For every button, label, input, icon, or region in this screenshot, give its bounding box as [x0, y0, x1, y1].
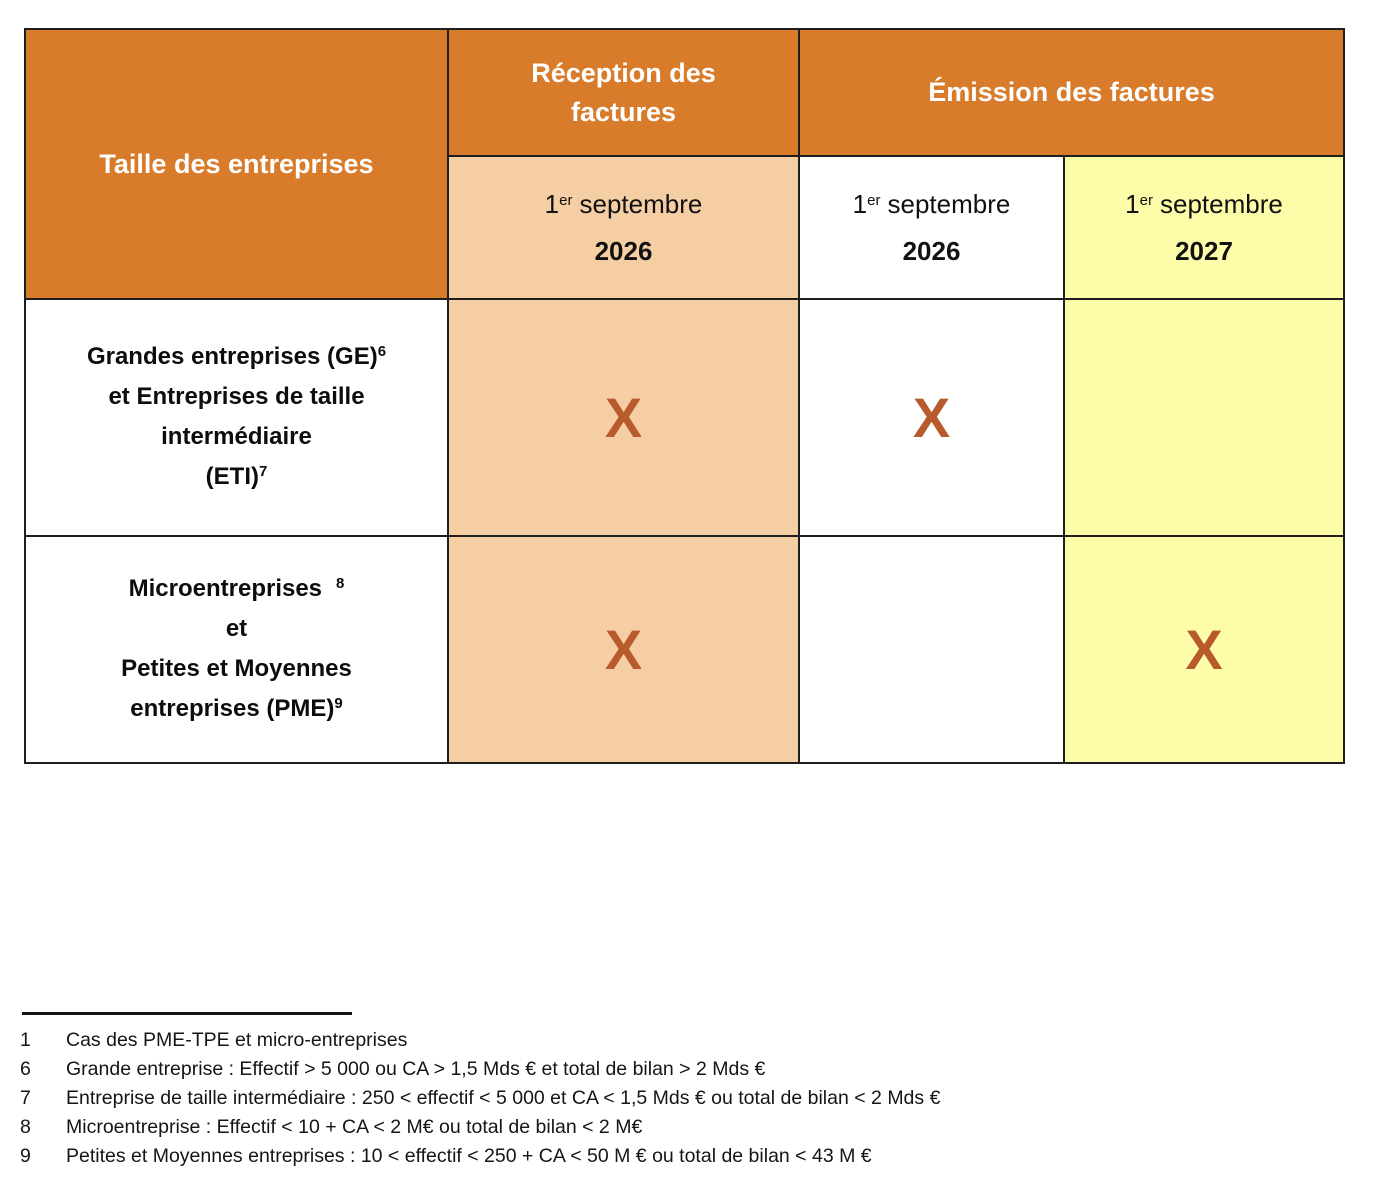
- footnote-number: 8: [20, 1116, 31, 1138]
- label-line: Petites et Moyennes: [121, 654, 352, 682]
- corner-header-cell: Taille des entreprises: [26, 30, 449, 300]
- footnote-text: Petites et Moyennes entreprises : 10 < e…: [66, 1145, 872, 1167]
- label-line: et: [225, 614, 248, 642]
- mark-ge-reception-2026: X: [449, 300, 800, 537]
- subheader-emission-2027-cell: 1er septembre 2027: [1065, 157, 1343, 300]
- date-block: 1er septembre 2026: [545, 183, 703, 272]
- footnote-text: Microentreprise : Effectif < 10 + CA < 2…: [66, 1116, 643, 1138]
- date-line: 1er septembre: [1125, 183, 1283, 230]
- date-month: septembre: [887, 189, 1011, 219]
- footnote-line: 9 Petites et Moyennes entreprises : 10 <…: [20, 1142, 1350, 1171]
- date-line: 1er septembre: [853, 183, 1011, 230]
- reception-group-header-cell: Réception des factures: [449, 30, 800, 157]
- mark-ge-emission-2027: [1065, 300, 1343, 537]
- reception-group-label: Réception des factures: [531, 57, 716, 127]
- footnote-number: 7: [20, 1087, 31, 1109]
- date-ordinal: er: [1139, 191, 1153, 209]
- date-ordinal: er: [867, 191, 881, 209]
- footnote-ref-7: 7: [258, 463, 268, 480]
- label-line: Grandes entreprises (GE)6: [86, 342, 387, 370]
- date-month: septembre: [579, 189, 703, 219]
- date-year: 2026: [594, 236, 653, 266]
- footnote-line: 6 Grande entreprise : Effectif > 5 000 o…: [20, 1055, 1350, 1084]
- mark-pme-emission-2027: X: [1065, 537, 1343, 762]
- footnote-line: 8 Microentreprise : Effectif < 10 + CA <…: [20, 1113, 1350, 1142]
- label-line: intermédiaire: [161, 422, 312, 450]
- footnote-text: Entreprise de taille intermédiaire : 250…: [66, 1087, 941, 1109]
- footnote-number: 6: [20, 1058, 31, 1080]
- footnote-text: Cas des PME-TPE et micro-entreprises: [66, 1029, 408, 1051]
- label-line: (ETI)7: [205, 462, 268, 490]
- label-line: entreprises (PME)9: [130, 694, 343, 722]
- row-label-micro-pme: Microentreprises 8 et Petites et Moyennes…: [26, 537, 449, 762]
- footnote-number: 1: [20, 1029, 31, 1051]
- footnote-line: 7 Entreprise de taille intermédiaire : 2…: [20, 1084, 1350, 1113]
- date-block: 1er septembre 2027: [1125, 183, 1283, 272]
- footnote-text: Grande entreprise : Effectif > 5 000 ou …: [66, 1058, 766, 1080]
- emission-group-header-cell: Émission des factures: [800, 30, 1343, 157]
- mark-pme-reception-2026: X: [449, 537, 800, 762]
- subheader-reception-2026-cell: 1er septembre 2026: [449, 157, 800, 300]
- date-day: 1: [852, 189, 868, 219]
- corner-header-label: Taille des entreprises: [99, 148, 374, 179]
- footnote-line: 1 Cas des PME-TPE et micro-entreprises: [20, 1026, 1350, 1055]
- label-line: Microentreprises 8: [128, 574, 345, 602]
- label-line: et Entreprises de taille: [108, 382, 365, 410]
- einvoicing-timeline-table: Taille des entreprises Réception des fac…: [24, 28, 1345, 764]
- footnote-ref-8: 8: [336, 575, 345, 592]
- date-year: 2026: [902, 236, 961, 266]
- footnotes-section: 1 Cas des PME-TPE et micro-entreprises 6…: [20, 1012, 1350, 1171]
- date-day: 1: [1125, 189, 1140, 219]
- date-block: 1er septembre 2026: [853, 183, 1011, 272]
- mark-pme-emission-2026: [800, 537, 1065, 762]
- footnote-divider: [22, 1012, 352, 1015]
- mark-ge-emission-2026: X: [800, 300, 1065, 537]
- row-label-lines: Grandes entreprises (GE)6 et Entreprises…: [87, 338, 386, 498]
- emission-group-label: Émission des factures: [928, 77, 1215, 107]
- subheader-emission-2026-cell: 1er septembre 2026: [800, 157, 1065, 300]
- date-month: septembre: [1159, 189, 1283, 219]
- row-label-ge-eti: Grandes entreprises (GE)6 et Entreprises…: [26, 300, 449, 537]
- date-line: 1er septembre: [545, 183, 703, 230]
- row-label-lines: Microentreprises 8 et Petites et Moyennes…: [121, 570, 352, 730]
- date-ordinal: er: [559, 191, 573, 209]
- footnote-number: 9: [20, 1145, 31, 1167]
- date-day: 1: [544, 189, 560, 219]
- date-year: 2027: [1175, 236, 1233, 266]
- footnote-ref-6: 6: [377, 343, 387, 360]
- footnote-ref-9: 9: [334, 695, 343, 712]
